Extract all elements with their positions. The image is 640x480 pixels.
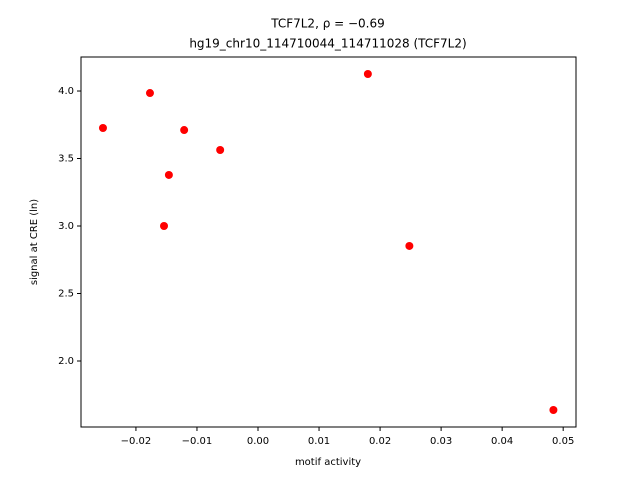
x-tick-label: 0.03 [430,436,452,447]
point [549,405,558,414]
y-tick-label: 3.5 [58,154,74,165]
x-tick-label: 0.05 [552,436,574,447]
chart-subtitle: hg19_chr10_114710044_114711028 (TCF7L2) [189,37,466,51]
point [363,70,372,79]
point [160,222,169,231]
x-tick-label: −0.01 [182,436,213,447]
x-tick-label: 0.00 [247,436,269,447]
point [180,126,189,135]
y-tick-label: 2.0 [58,356,74,367]
y-axis-label: signal at CRE (ln) [29,199,40,285]
x-tick-label: −0.02 [121,436,152,447]
chart-title: TCF7L2, ρ = −0.69 [270,17,385,31]
axes-frame [80,56,577,428]
point [216,146,225,155]
y-tick-label: 3.0 [58,221,74,232]
y-tick-label: 4.0 [58,86,74,97]
point [405,241,414,250]
point [145,89,154,98]
point [98,124,107,133]
y-tick-label: 2.5 [58,288,74,299]
x-tick-label: 0.02 [369,436,391,447]
x-axis-label: motif activity [295,457,361,468]
point [164,170,173,179]
x-tick-label: 0.04 [491,436,513,447]
x-tick-label: 0.01 [308,436,330,447]
